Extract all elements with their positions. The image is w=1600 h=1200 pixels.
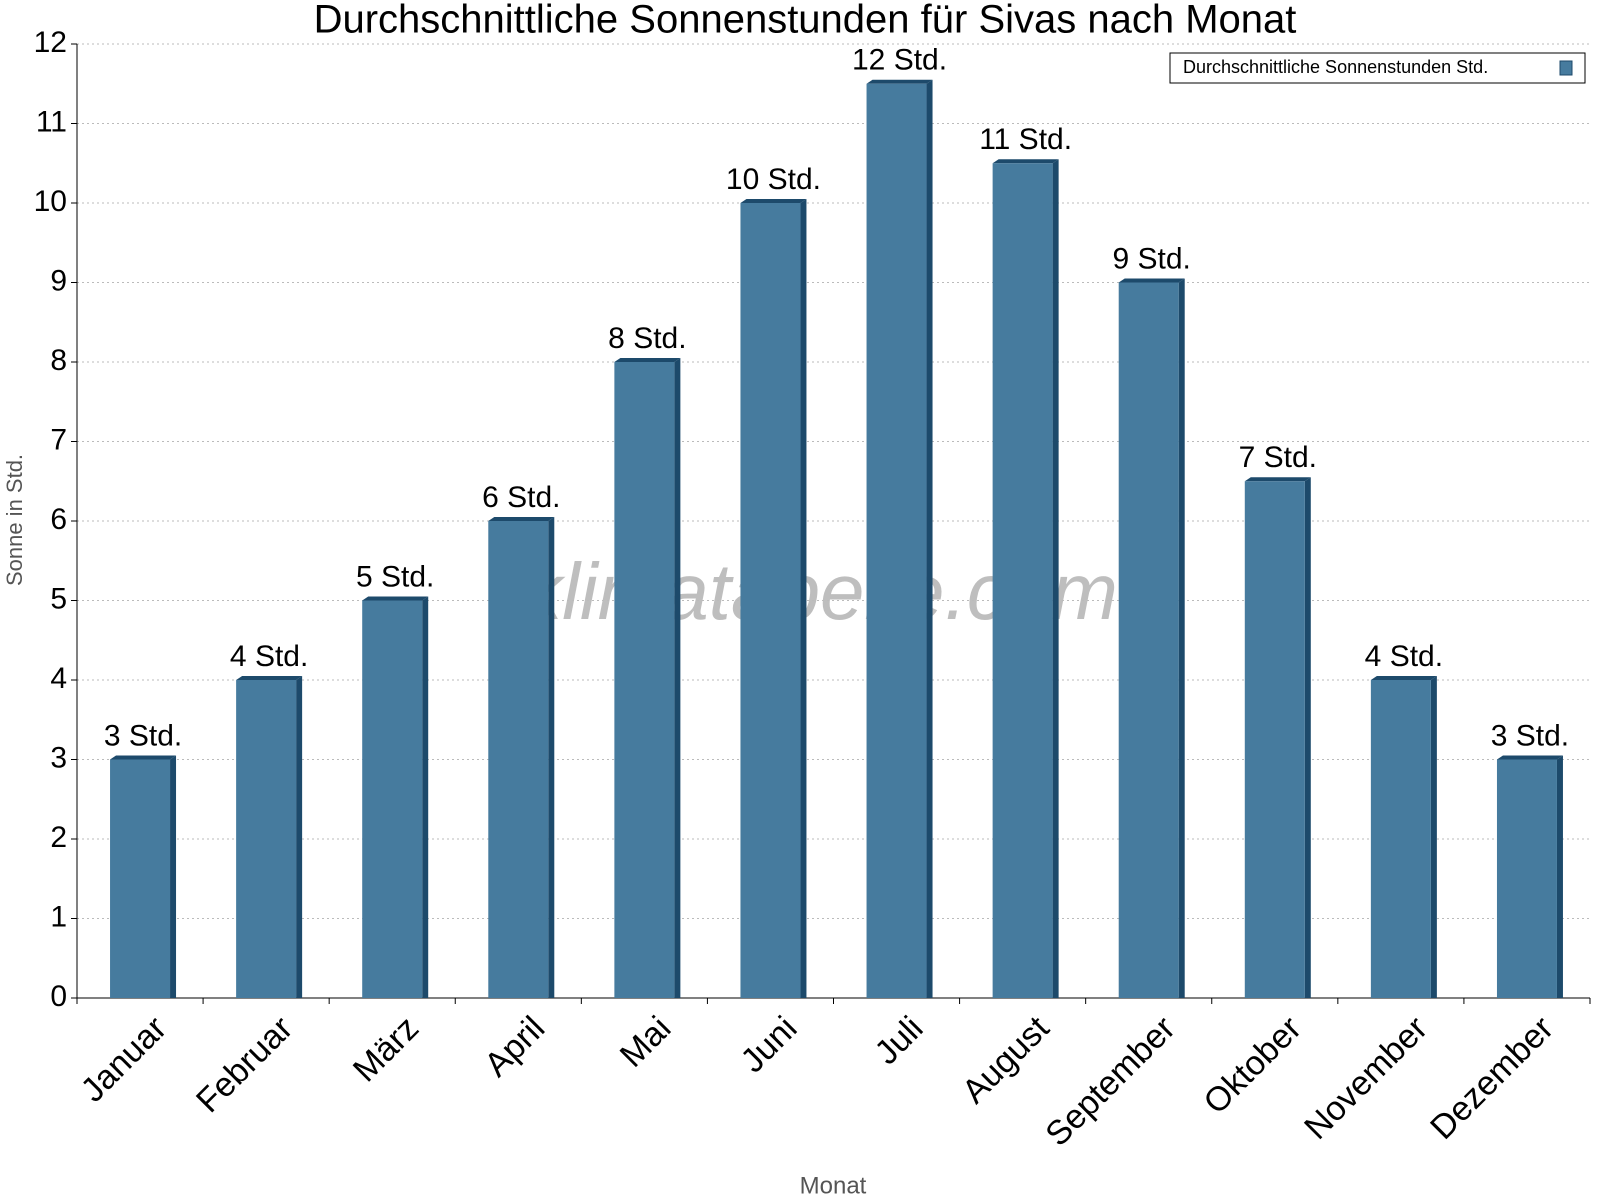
x-tick-label: Februar — [189, 1009, 300, 1120]
data-label: 3 Std. — [1491, 719, 1569, 752]
x-tick-label: April — [477, 1009, 552, 1084]
x-tick-label: Juli — [868, 1009, 931, 1072]
y-tick-label: 1 — [50, 900, 67, 933]
bar — [236, 680, 297, 998]
x-tick-label: August — [955, 1009, 1057, 1111]
data-label: 3 Std. — [104, 719, 182, 752]
bar-side — [422, 596, 429, 998]
bar-side — [548, 517, 555, 998]
bar-side — [296, 676, 303, 998]
data-label: 9 Std. — [1113, 242, 1191, 275]
y-tick-label: 3 — [50, 741, 67, 774]
x-tick-label: Juni — [733, 1009, 804, 1080]
bar-top — [740, 199, 807, 203]
y-axis-title: Sonne in Std. — [2, 454, 27, 586]
bar-top — [866, 79, 933, 84]
data-label: 4 Std. — [230, 640, 308, 673]
chart-title: Durchschnittliche Sonnenstunden für Siva… — [314, 0, 1297, 42]
y-tick-label: 6 — [50, 503, 67, 536]
bar-side — [1430, 676, 1437, 998]
bar-top — [1244, 477, 1311, 482]
bar-top — [362, 596, 429, 601]
bar-top — [614, 358, 681, 362]
data-label: 5 Std. — [356, 560, 434, 593]
data-label: 4 Std. — [1365, 640, 1443, 673]
data-label: 10 Std. — [726, 163, 821, 196]
bar — [1370, 680, 1431, 998]
bar — [110, 759, 171, 998]
data-label: 8 Std. — [608, 322, 686, 355]
y-tick-label: 0 — [50, 980, 67, 1013]
bar — [992, 163, 1053, 998]
y-tick-label: 5 — [50, 582, 67, 615]
x-axis-title: Monat — [800, 1172, 867, 1199]
data-label: 7 Std. — [1239, 441, 1317, 474]
bar-side — [170, 755, 177, 998]
x-tick-label: November — [1297, 1009, 1435, 1147]
bar — [740, 203, 801, 998]
bar-top — [992, 159, 1059, 164]
bar-top — [1118, 278, 1185, 283]
data-label: 6 Std. — [482, 481, 560, 514]
y-tick-label: 2 — [50, 821, 67, 854]
y-tick-label: 8 — [50, 344, 67, 377]
legend-label: Durchschnittliche Sonnenstunden Std. — [1183, 57, 1488, 77]
bar-side — [1304, 477, 1311, 998]
bar-top — [1370, 676, 1437, 680]
data-label: 11 Std. — [979, 123, 1072, 156]
data-label: 12 Std. — [852, 44, 947, 77]
bar-top — [110, 755, 177, 760]
bar — [362, 600, 423, 998]
bar — [1496, 759, 1557, 998]
y-tick-label: 7 — [50, 423, 67, 456]
bar — [614, 362, 675, 998]
bar-side — [1556, 755, 1563, 998]
bar-side — [674, 358, 681, 998]
bar-side — [1178, 278, 1185, 998]
x-tick-label: Mai — [613, 1009, 679, 1075]
bar — [1244, 481, 1305, 998]
bar-side — [926, 79, 933, 998]
y-tick-label: 4 — [50, 662, 67, 695]
bar — [866, 83, 927, 998]
bar-side — [1052, 159, 1059, 998]
bar — [488, 521, 549, 998]
x-tick-label: Oktober — [1196, 1009, 1308, 1121]
bar-top — [488, 517, 555, 521]
x-tick-label: September — [1038, 1009, 1182, 1153]
x-tick-label: Januar — [74, 1009, 174, 1109]
bar-top — [236, 676, 303, 680]
y-tick-label: 12 — [34, 26, 67, 59]
bar-side — [800, 199, 807, 998]
x-tick-label: März — [346, 1009, 426, 1089]
x-tick-label: Dezember — [1423, 1009, 1561, 1147]
y-tick-label: 9 — [50, 264, 67, 297]
bar — [1118, 282, 1179, 998]
y-tick-label: 11 — [36, 105, 67, 138]
legend-swatch — [1559, 60, 1573, 76]
y-tick-label: 10 — [34, 185, 67, 218]
legend-box — [1169, 52, 1586, 84]
bar-top — [1496, 755, 1563, 760]
